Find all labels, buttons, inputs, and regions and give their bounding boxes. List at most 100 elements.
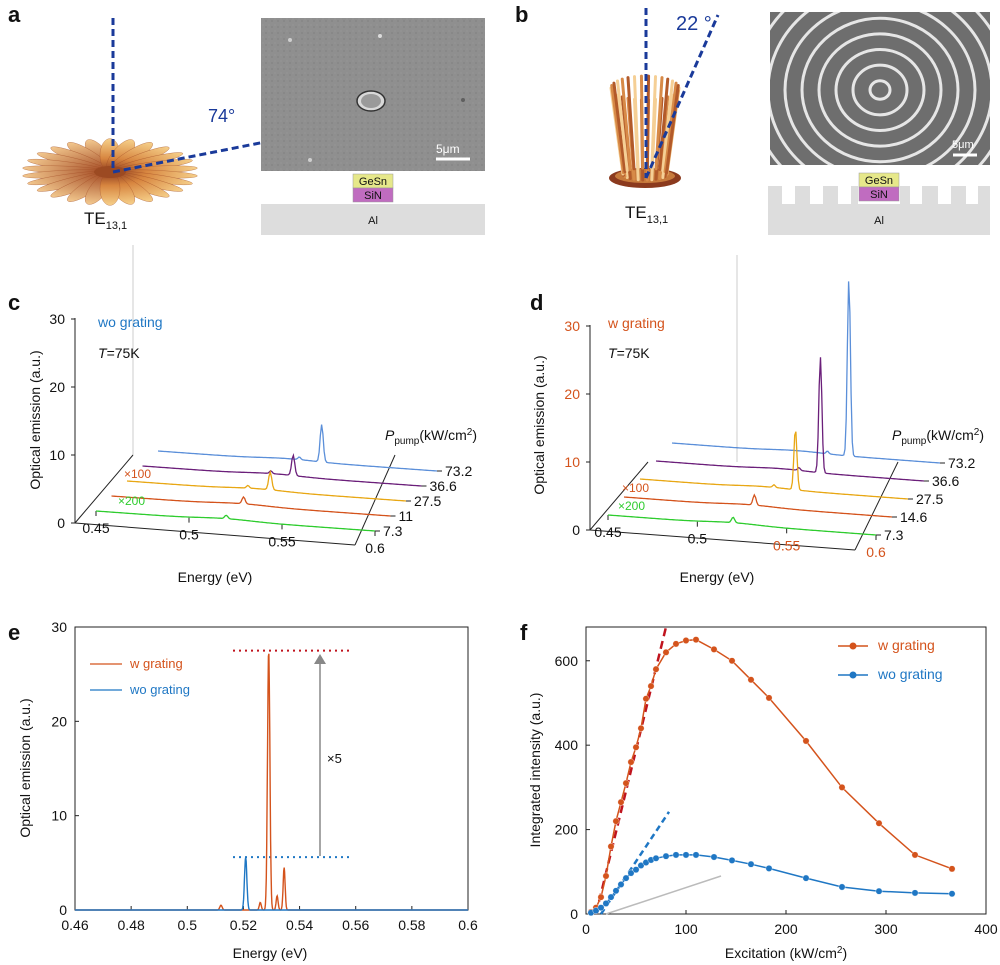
x-tick-label: 0.5 [179,527,199,543]
y-label-e: Optical emission (a.u.) [17,698,33,837]
y-tick-label: 20 [49,379,65,395]
multiplier-200-c: ×200 [118,494,145,508]
x-label-c: Energy (eV) [178,569,253,585]
data-point [765,865,773,872]
x-tick-label: 0 [582,921,590,937]
layer-al-a [261,204,485,235]
panel-letter-f: f [520,620,528,645]
data-point [682,637,690,644]
data-point [948,865,956,873]
y-tick-label: 0 [59,902,67,918]
data-point [802,737,810,745]
data-point [607,843,615,850]
spike [626,76,636,171]
legend-wo-grating-f: wo grating [877,666,943,682]
z-tick-label: 73.2 [948,455,975,471]
mode-label-a: TE13,1 [84,209,127,232]
x-tick-label: 300 [874,921,898,937]
grating-ring [800,16,960,164]
spike [615,79,629,172]
y-tick-label: 10 [49,447,65,463]
data-point [692,636,700,644]
data-point [632,866,640,874]
mode-pattern-a [22,138,198,206]
panel-b: 22 ° TE13,1 5μm GeSn SiN Al [609,8,990,235]
x-tick-label: 400 [974,921,998,937]
data-point [728,657,736,665]
data-point [622,874,630,882]
spectrum-trace [111,495,391,517]
x-axis-d [589,529,856,551]
z-tick-label: 7.3 [383,523,403,539]
z-tick-label: 27.5 [916,491,943,507]
data-point [602,900,610,907]
data-point [632,743,640,751]
layer-sin-label-b: SiN [870,189,888,201]
data-point [652,854,660,862]
condition-label-d: w grating [607,315,665,331]
data-point [672,640,680,648]
data-point [642,695,650,703]
data-point [647,682,655,690]
spike [632,75,640,170]
x-tick-label: 0.55 [268,533,295,549]
y-tick-label: 200 [555,822,579,838]
data-point [875,887,883,895]
layer-sin-a [352,187,394,203]
layer-al-label-b: Al [874,215,884,227]
x-tick-label: 100 [674,921,698,937]
data-point [637,862,645,869]
emission-axis-a [112,140,266,174]
temperature-label-c: T=75K [98,345,140,361]
z-tick-label: 14.6 [900,509,927,525]
emission-axis-b [644,14,720,179]
data-point [802,874,810,882]
data-point [627,758,635,766]
spike [650,75,658,170]
data-point [637,724,645,732]
layer-sin-label-a: SiN [364,190,382,202]
grating-ring [783,12,977,165]
y-tick-label: 0 [570,906,578,922]
layer-gesn-label-a: GeSn [359,176,387,188]
z-tick-label: 7.3 [884,527,904,543]
angle-label-a: 74° [208,106,235,126]
ratio-label-e: ×5 [327,751,342,766]
x-tick-label: 0.45 [594,524,621,540]
data-point [911,889,919,897]
y-tick-label: 0 [572,522,580,538]
x-tick-label: 0.46 [61,917,88,933]
data-point [765,694,773,702]
x-tick-label: 0.48 [118,917,145,933]
data-point [875,819,883,827]
legend-w-grating-f: w grating [877,637,935,653]
fit-line [605,875,722,915]
data-point [728,856,736,864]
data-point [652,665,660,673]
data-point [597,904,605,912]
x-tick-label: 200 [774,921,798,937]
panel-letter-b: b [515,2,529,27]
data-point [592,907,600,915]
mode-label-b: TE13,1 [625,203,668,226]
x-tick-label: 0.5 [688,531,708,547]
data-point [607,893,615,901]
data-point [597,893,605,901]
x-tick-label: 0.5 [178,917,198,933]
spectrum-trace [623,493,893,518]
y-tick-label: 0 [57,515,65,531]
spike [620,77,632,172]
spectrum-trace [95,510,376,532]
condition-label-c: wo grating [97,314,163,330]
grating-ring [834,48,926,132]
x-tick-label: 0.6 [866,544,886,560]
data-point [627,869,635,877]
spectrum-trace [142,452,422,487]
data-point [948,890,956,898]
z-tick-label: 27.5 [414,493,441,509]
legend-w-grating-e: w grating [129,656,183,671]
data-point [747,676,755,684]
z-tick-label: 73.2 [445,463,472,479]
x-tick-label: 0.52 [230,917,257,933]
panel-e: 0.46 0.48 0.5 0.52 0.54 0.56 0.58 0.6 0 10 20 30 ×5… [17,619,478,961]
